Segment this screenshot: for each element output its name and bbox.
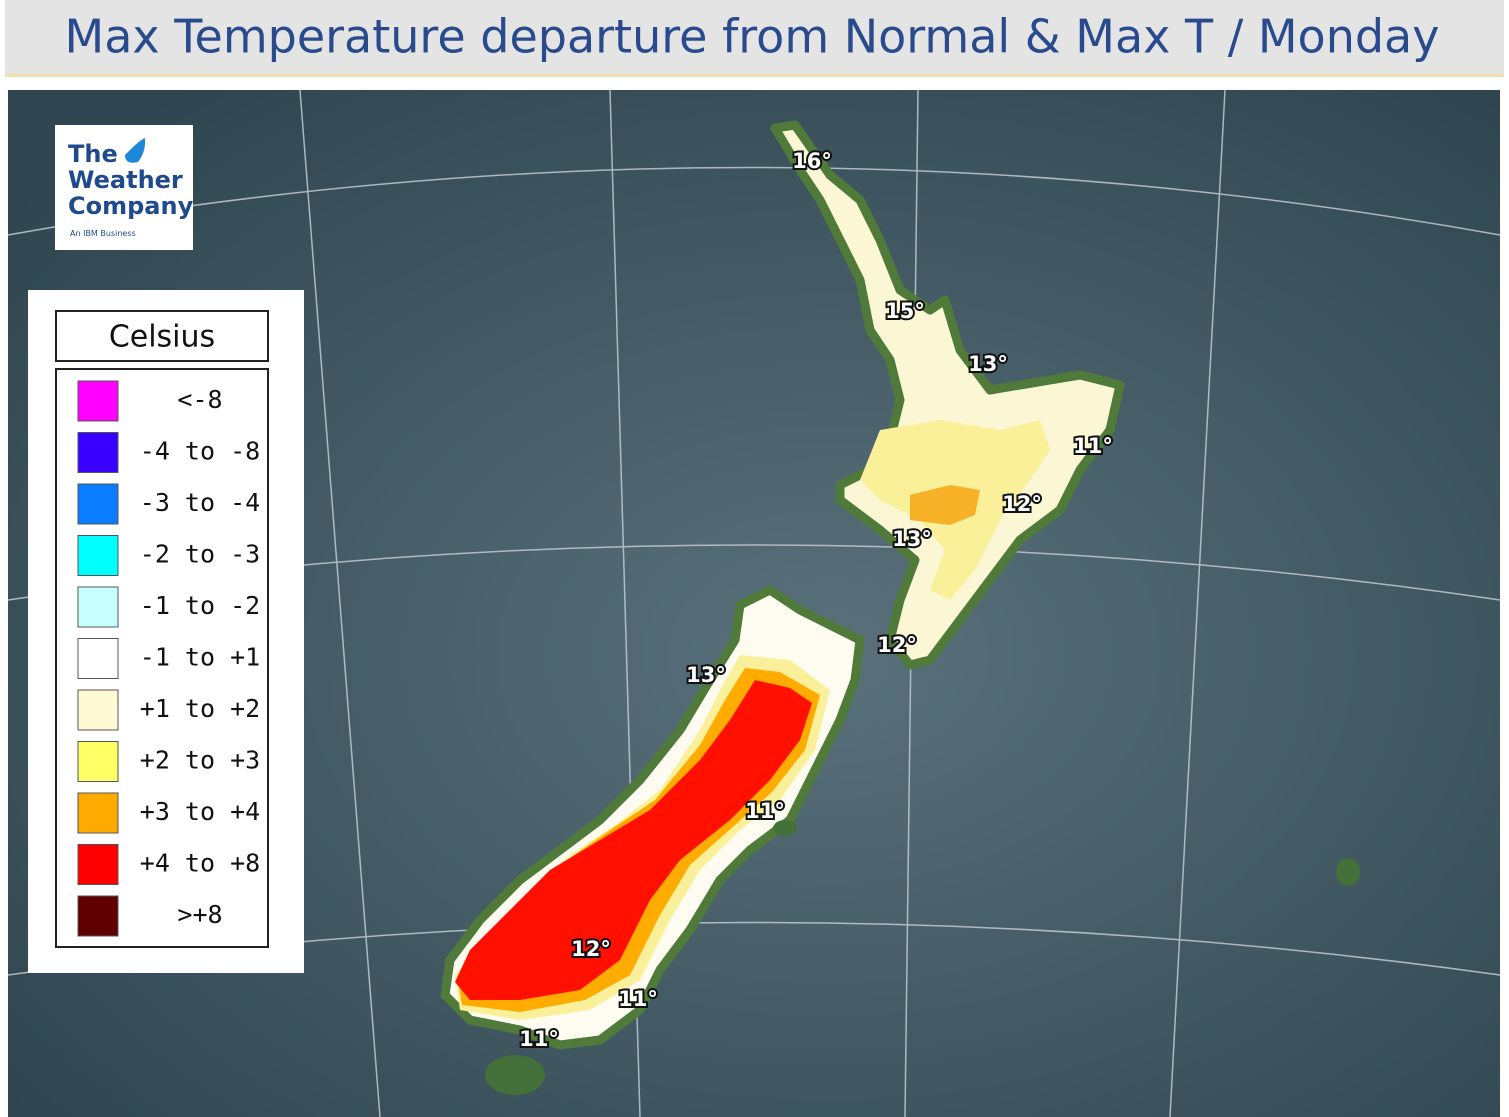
islands [485,820,1360,1095]
legend-title-box [55,310,269,362]
logo-text: Weather [68,166,183,194]
legend-swatch [77,792,119,834]
temperature-label: 16° [792,149,832,173]
north-island [770,120,1125,670]
temperature-label: 12° [571,937,611,961]
legend-label: -1 to -2 [140,591,260,620]
legend-swatch [77,895,119,937]
logo-box [55,125,193,250]
legend-label: +3 to +4 [140,797,260,826]
legend: <-8 -4 to -8 -3 to -4 -2 to -3 -1 to -2 -1 to… [77,380,260,937]
temperature-label: 13° [968,352,1008,376]
temperature-label: 15° [885,299,925,323]
logo-drop [125,138,146,163]
graticule [7,89,1501,1117]
temperature-labels: 16° 15° 13° 11° 12° 13° 12° 13° 11° 12° 11° 11° [517,147,1115,1053]
temperature-label: 13° [892,527,932,551]
legend-label: +1 to +2 [140,694,260,723]
title-bar [5,0,1504,76]
legend-label: -1 to +1 [140,643,260,672]
temperature-label: 11° [745,799,785,823]
logo-text: The [68,140,118,168]
logo-tagline: An IBM Business [70,229,136,238]
legend-swatch [77,741,119,782]
legend-label: +4 to +8 [140,849,260,878]
legend-swatch [77,586,119,628]
title: Max Temperature departure from Normal & … [65,10,1440,64]
temperature-label: 12° [1002,492,1042,516]
temperature-label: 12° [877,633,917,657]
temperature-label: 11° [519,1027,559,1051]
legend-swatch [77,535,119,576]
temperature-label: 11° [618,987,658,1011]
legend-swatch [77,380,119,422]
legend-title: Celsius [109,320,215,355]
legend-label: +2 to +3 [140,746,260,775]
legend-swatch [77,432,119,473]
legend-label: <-8 [177,385,222,414]
temperature-label: 13° [686,663,726,687]
legend-swatch [77,844,119,885]
legend-label: >+8 [177,900,222,929]
legend-swatch [77,483,119,525]
temperature-label: 11° [1073,434,1113,458]
legend-swatch [77,689,119,731]
south-island [440,585,865,1050]
legend-label: -2 to -3 [140,540,260,569]
logo-text: Company [68,192,194,220]
legend-label: -4 to -8 [140,437,260,466]
legend-swatch [77,638,119,679]
title-rule [5,74,1504,77]
legend-label: -3 to -4 [140,488,260,517]
